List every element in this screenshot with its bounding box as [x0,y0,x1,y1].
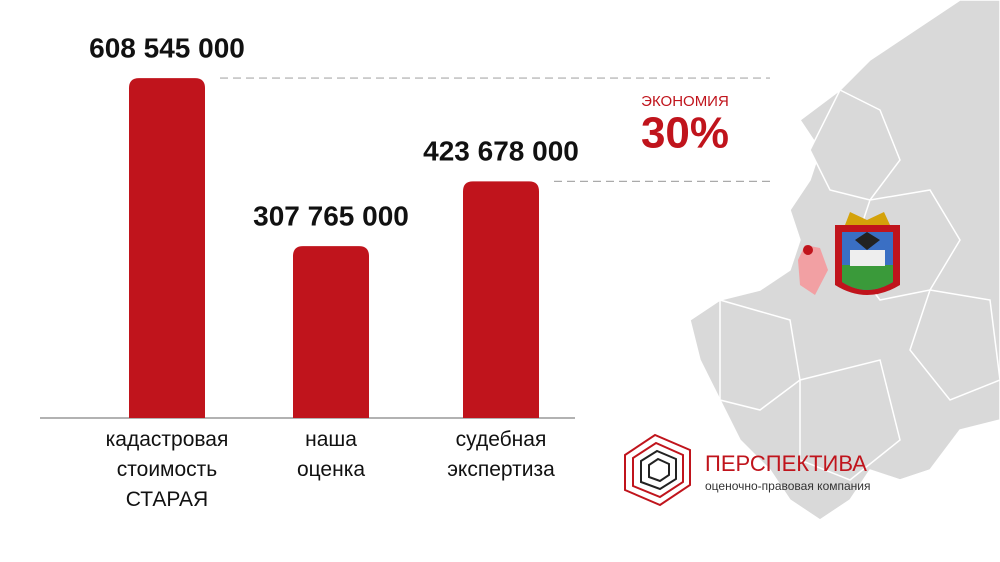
bar [293,246,369,418]
value-label: 608 545 000 [89,32,245,63]
logo [624,433,691,507]
logo-tagline: оценочно-правовая компания [705,479,871,493]
bar [129,78,205,418]
logo-name: ПЕРСПЕКТИВА [705,451,867,476]
value-label: 423 678 000 [423,136,579,167]
category-label: судебная экспертиза [447,428,555,481]
map-pin [803,245,813,255]
category-label: наша оценка [297,428,365,481]
region-highlight [798,245,828,295]
annotation-value: 30% [641,109,729,158]
annotation-label: ЭКОНОМИЯ [641,93,729,110]
category-label: кадастровая стоимость СТАРАЯ [106,428,229,511]
coat-of-arms [835,212,900,295]
bar [463,181,539,418]
value-label: 307 765 000 [253,200,409,231]
